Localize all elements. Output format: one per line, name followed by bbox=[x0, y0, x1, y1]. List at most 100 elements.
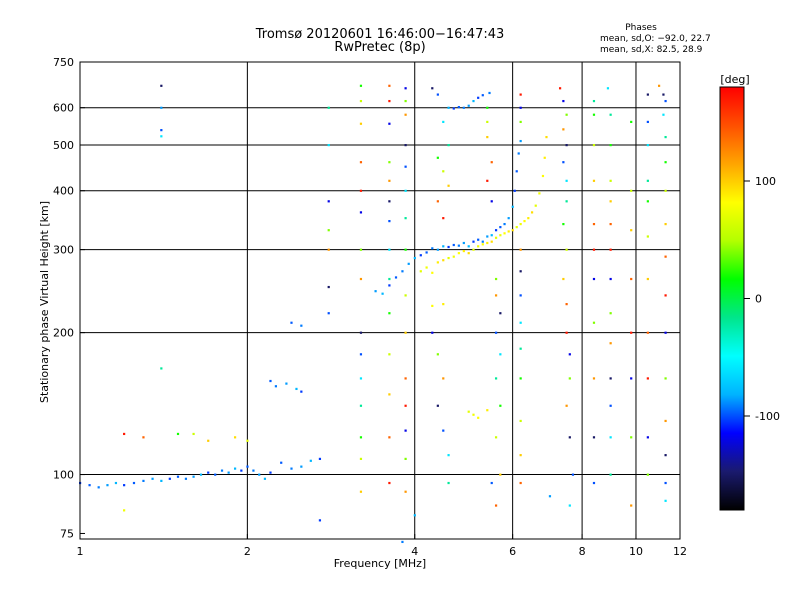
echo-point bbox=[472, 248, 475, 251]
echo-point bbox=[499, 473, 502, 476]
echo-point bbox=[442, 259, 445, 262]
echo-point bbox=[664, 331, 667, 334]
echo-point bbox=[646, 93, 649, 96]
echo-point bbox=[490, 234, 493, 237]
echo-point bbox=[664, 481, 667, 485]
echo-point bbox=[664, 419, 667, 423]
echo-point bbox=[327, 144, 330, 147]
echo-point bbox=[519, 120, 522, 124]
echo-point bbox=[269, 379, 272, 383]
echo-point bbox=[462, 249, 465, 253]
echo-point bbox=[609, 277, 612, 281]
echo-point bbox=[404, 490, 407, 493]
echo-point bbox=[568, 436, 571, 439]
echo-point bbox=[630, 277, 633, 281]
echo-point bbox=[467, 104, 470, 107]
y-tick-label: 500 bbox=[53, 139, 74, 152]
echo-point bbox=[168, 477, 171, 480]
echo-point bbox=[404, 429, 407, 432]
echo-point bbox=[519, 93, 522, 96]
echo-point bbox=[442, 303, 445, 306]
echo-point bbox=[431, 271, 434, 274]
echo-point bbox=[457, 106, 460, 109]
echo-point bbox=[630, 377, 633, 380]
echo-point bbox=[562, 161, 565, 164]
echo-point bbox=[662, 93, 665, 96]
echo-point bbox=[486, 106, 489, 109]
echo-point bbox=[214, 473, 217, 476]
echo-point bbox=[404, 331, 407, 334]
echo-point bbox=[447, 256, 450, 260]
echo-point bbox=[359, 84, 363, 87]
echo-point bbox=[477, 416, 480, 419]
echo-point bbox=[609, 436, 612, 439]
echo-point bbox=[481, 240, 484, 243]
echo-point bbox=[359, 490, 363, 493]
colorbar-tick-label: -100 bbox=[755, 410, 780, 423]
echo-point bbox=[431, 304, 434, 308]
echo-point bbox=[404, 165, 407, 168]
echo-point bbox=[252, 469, 255, 472]
echo-point bbox=[274, 385, 278, 388]
echo-point bbox=[664, 222, 667, 226]
echo-point bbox=[664, 454, 667, 457]
echo-point bbox=[295, 387, 298, 391]
echo-point bbox=[646, 377, 649, 380]
echo-point bbox=[123, 484, 126, 487]
echo-point bbox=[592, 179, 596, 182]
echo-point bbox=[233, 436, 237, 439]
echo-point bbox=[160, 479, 163, 482]
echo-point bbox=[388, 161, 391, 164]
echo-point bbox=[388, 219, 391, 223]
echo-point bbox=[442, 377, 445, 380]
echo-point bbox=[404, 189, 407, 192]
echo-point bbox=[457, 252, 460, 255]
echo-point bbox=[562, 128, 565, 131]
echo-point bbox=[499, 226, 502, 229]
echo-point bbox=[534, 204, 537, 207]
echo-point bbox=[114, 481, 118, 485]
x-tick-label: 2 bbox=[244, 545, 251, 558]
echo-point bbox=[452, 243, 455, 247]
echo-point bbox=[606, 87, 610, 90]
echo-point bbox=[327, 312, 330, 315]
echo-point bbox=[486, 241, 489, 245]
echo-point bbox=[132, 481, 136, 485]
echo-point bbox=[447, 184, 450, 187]
echo-point bbox=[662, 113, 665, 116]
echo-point bbox=[494, 294, 498, 297]
echo-point bbox=[404, 404, 407, 407]
echo-point bbox=[404, 113, 407, 116]
echo-point bbox=[486, 409, 489, 412]
echo-point bbox=[486, 135, 489, 139]
echo-point bbox=[646, 473, 649, 476]
echo-point bbox=[227, 471, 230, 474]
echo-point bbox=[664, 189, 667, 192]
echo-point bbox=[592, 222, 596, 226]
echo-point bbox=[97, 486, 100, 489]
echo-point bbox=[630, 189, 633, 192]
x-tick-label: 8 bbox=[579, 545, 586, 558]
echo-point bbox=[609, 113, 612, 116]
echo-point bbox=[413, 256, 416, 260]
echo-point bbox=[419, 270, 422, 273]
echo-point bbox=[490, 481, 493, 485]
echo-point bbox=[419, 254, 422, 257]
echo-point bbox=[568, 504, 571, 507]
echo-point bbox=[220, 469, 224, 472]
phases-x-mode: mean, sd,X: 82.5, 28.9 bbox=[600, 45, 703, 55]
echo-point bbox=[388, 481, 391, 485]
echo-point bbox=[488, 91, 491, 95]
echo-point bbox=[646, 120, 649, 124]
echo-point bbox=[436, 261, 439, 264]
echo-point bbox=[374, 290, 377, 293]
echo-point bbox=[519, 377, 522, 380]
echo-point bbox=[513, 189, 516, 192]
echo-point bbox=[609, 312, 612, 315]
y-tick-label: 400 bbox=[53, 185, 74, 198]
echo-point bbox=[571, 473, 575, 476]
echo-point bbox=[442, 245, 445, 248]
echo-point bbox=[477, 96, 480, 99]
echo-point bbox=[401, 540, 404, 544]
echo-point bbox=[160, 129, 163, 132]
